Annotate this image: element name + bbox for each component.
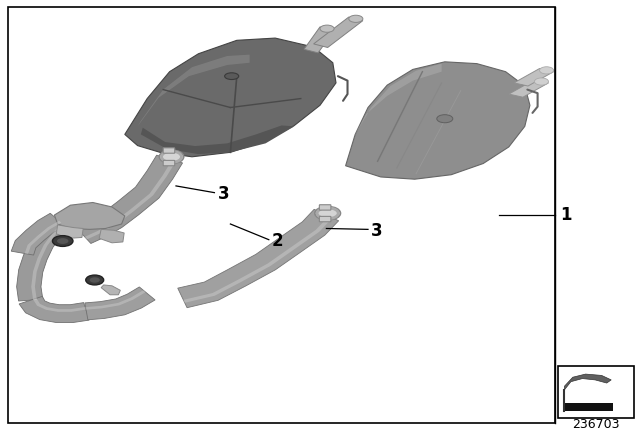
Ellipse shape <box>225 73 239 80</box>
FancyBboxPatch shape <box>163 160 175 166</box>
Polygon shape <box>141 125 294 154</box>
Polygon shape <box>99 229 124 243</box>
FancyBboxPatch shape <box>8 7 555 423</box>
Ellipse shape <box>52 236 73 246</box>
Polygon shape <box>17 220 68 301</box>
FancyBboxPatch shape <box>319 216 331 222</box>
Polygon shape <box>54 202 125 229</box>
Polygon shape <box>314 17 363 47</box>
Polygon shape <box>12 213 65 255</box>
Ellipse shape <box>315 207 340 220</box>
Text: 3: 3 <box>218 185 229 203</box>
Ellipse shape <box>534 78 548 85</box>
Ellipse shape <box>57 238 68 244</box>
Polygon shape <box>19 297 89 323</box>
Polygon shape <box>24 221 61 254</box>
Polygon shape <box>346 62 530 179</box>
Polygon shape <box>564 374 611 390</box>
FancyBboxPatch shape <box>163 148 175 153</box>
Ellipse shape <box>349 15 363 22</box>
Polygon shape <box>304 27 334 53</box>
Polygon shape <box>352 64 442 140</box>
Ellipse shape <box>86 275 104 285</box>
Polygon shape <box>33 298 86 312</box>
Ellipse shape <box>159 150 184 164</box>
Ellipse shape <box>436 115 453 123</box>
Polygon shape <box>31 225 63 300</box>
Polygon shape <box>125 38 336 157</box>
FancyBboxPatch shape <box>319 205 331 210</box>
Polygon shape <box>514 69 554 86</box>
Polygon shape <box>101 285 120 295</box>
Text: 2: 2 <box>271 233 283 250</box>
Polygon shape <box>56 225 83 238</box>
Ellipse shape <box>540 67 554 74</box>
Polygon shape <box>76 155 182 243</box>
Polygon shape <box>85 287 155 320</box>
Polygon shape <box>509 80 548 97</box>
Text: 236703: 236703 <box>572 418 620 431</box>
Polygon shape <box>86 290 146 310</box>
FancyBboxPatch shape <box>558 366 634 418</box>
Text: 1: 1 <box>560 206 572 224</box>
Ellipse shape <box>320 25 334 32</box>
Polygon shape <box>138 55 250 126</box>
Ellipse shape <box>90 277 100 283</box>
Bar <box>563 403 613 411</box>
Text: 3: 3 <box>371 222 383 240</box>
Polygon shape <box>178 209 339 308</box>
Polygon shape <box>84 160 176 239</box>
Polygon shape <box>183 216 333 303</box>
